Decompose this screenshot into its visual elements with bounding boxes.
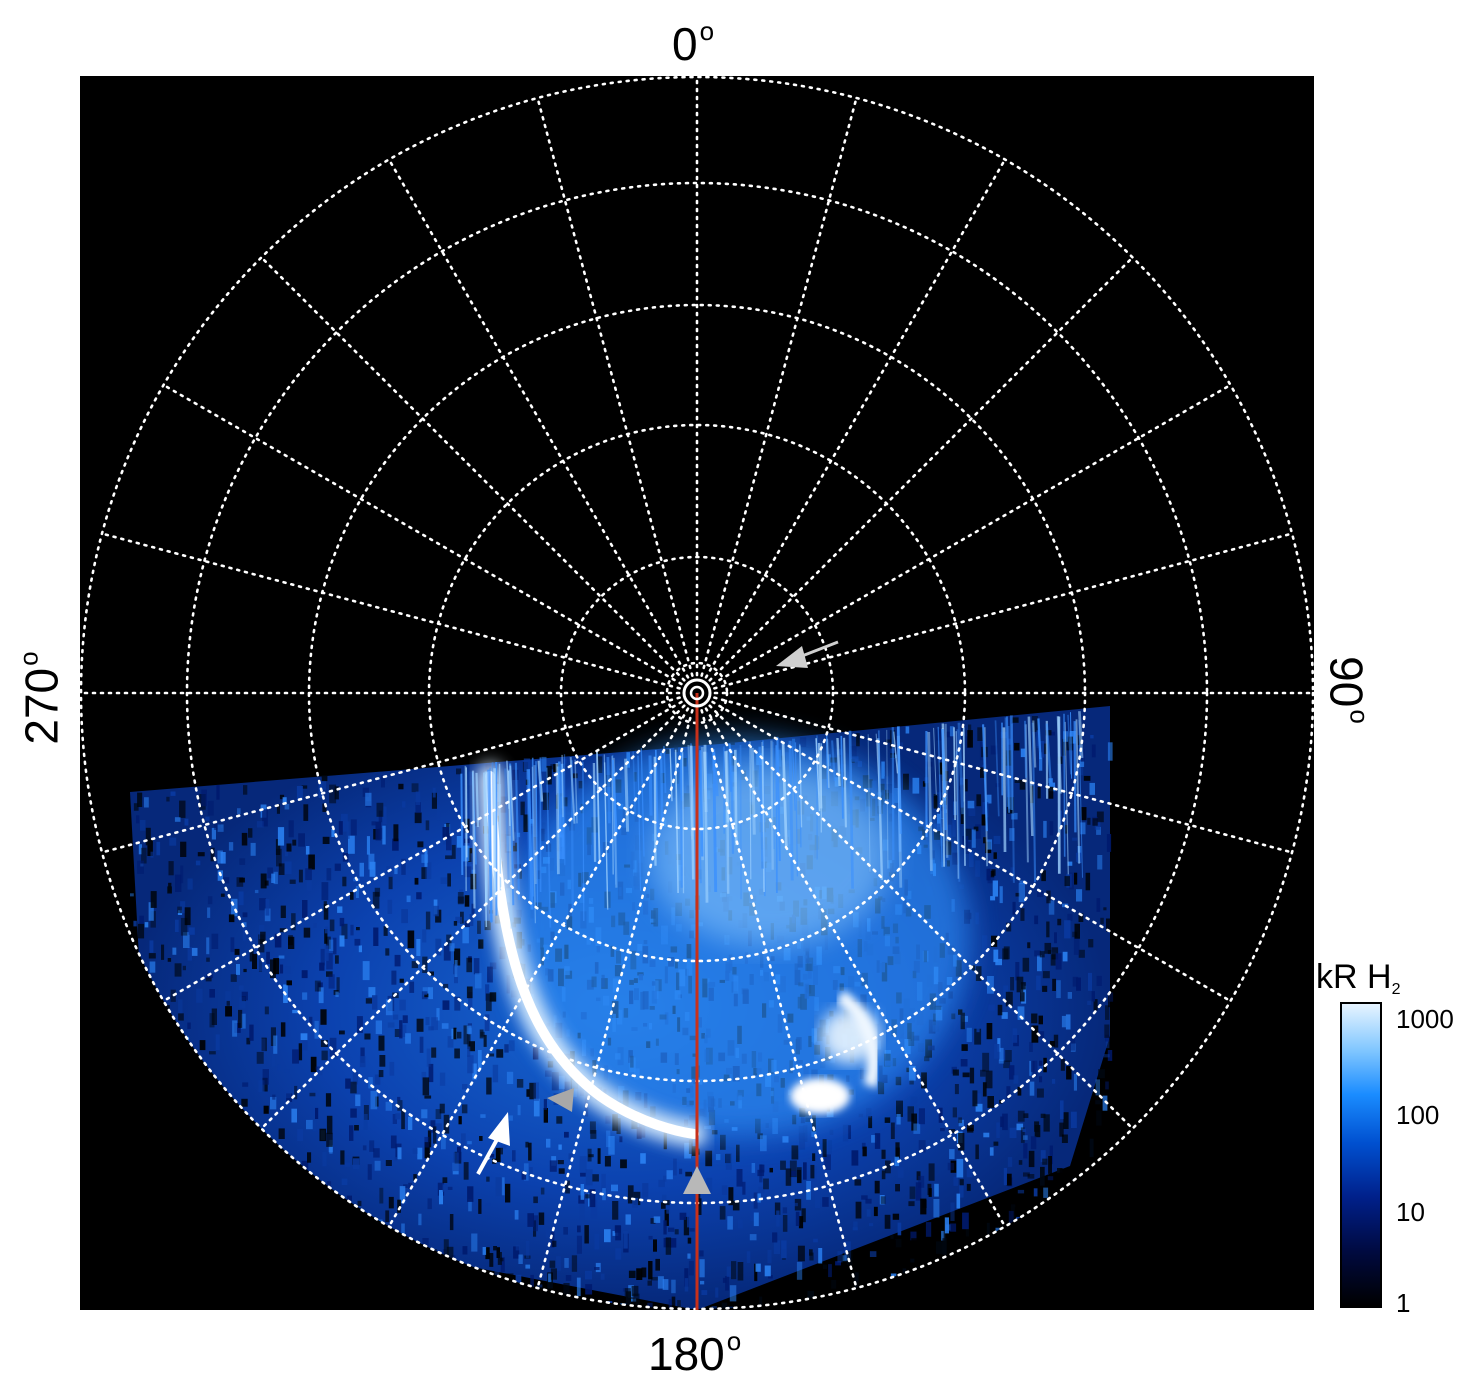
grid-spoke	[711, 383, 1232, 686]
label-0-degrees: 0o	[672, 16, 715, 70]
polar-grid	[80, 76, 1314, 1310]
pole-marker-outer	[682, 678, 712, 708]
pole-marker-inner	[689, 685, 705, 701]
label-90-degrees: 90o	[1320, 656, 1375, 724]
grid-spoke	[704, 707, 1007, 1228]
grid-spoke	[700, 96, 858, 677]
grid-spoke	[387, 707, 690, 1228]
grid-spoke	[708, 256, 1134, 682]
colorbar-tick-1000: 1000	[1396, 1004, 1454, 1034]
grid-spoke	[162, 700, 683, 1003]
grey-arrowhead-arc	[547, 1088, 574, 1112]
grid-spoke	[162, 383, 683, 686]
grey-arrowhead-meridian	[683, 1166, 711, 1194]
white-arrow-left	[476, 1112, 510, 1175]
colorbar-tick-1: 1	[1396, 1288, 1411, 1318]
label-180-degrees: 180o	[648, 1326, 742, 1380]
aurora-emission	[130, 706, 1115, 1309]
colorbar-tick-10: 10	[1396, 1197, 1425, 1227]
emission-streaks	[460, 711, 1084, 929]
grid-spoke	[708, 704, 1134, 1130]
grey-arrow-right	[776, 640, 839, 668]
colorbar-tick-100: 100	[1396, 1100, 1440, 1130]
label-270-degrees: 270o	[13, 651, 68, 745]
grid-ring	[559, 555, 835, 831]
grid-spoke	[100, 532, 681, 690]
grid-spoke	[260, 256, 686, 682]
grid-spoke	[260, 704, 686, 1130]
grid-spoke	[536, 96, 694, 677]
grid-spoke	[700, 709, 858, 1290]
grid-spoke	[536, 709, 694, 1290]
grid-spoke	[713, 532, 1294, 690]
grid-spoke	[100, 696, 681, 854]
colorbar	[1340, 1002, 1382, 1308]
grid-spoke	[711, 700, 1232, 1003]
colorbar-title: kR H2	[1316, 958, 1401, 998]
grid-spoke	[704, 158, 1007, 679]
grid-spoke	[387, 158, 690, 679]
grid-spoke	[713, 696, 1294, 854]
polar-aurora-image	[80, 76, 1314, 1310]
